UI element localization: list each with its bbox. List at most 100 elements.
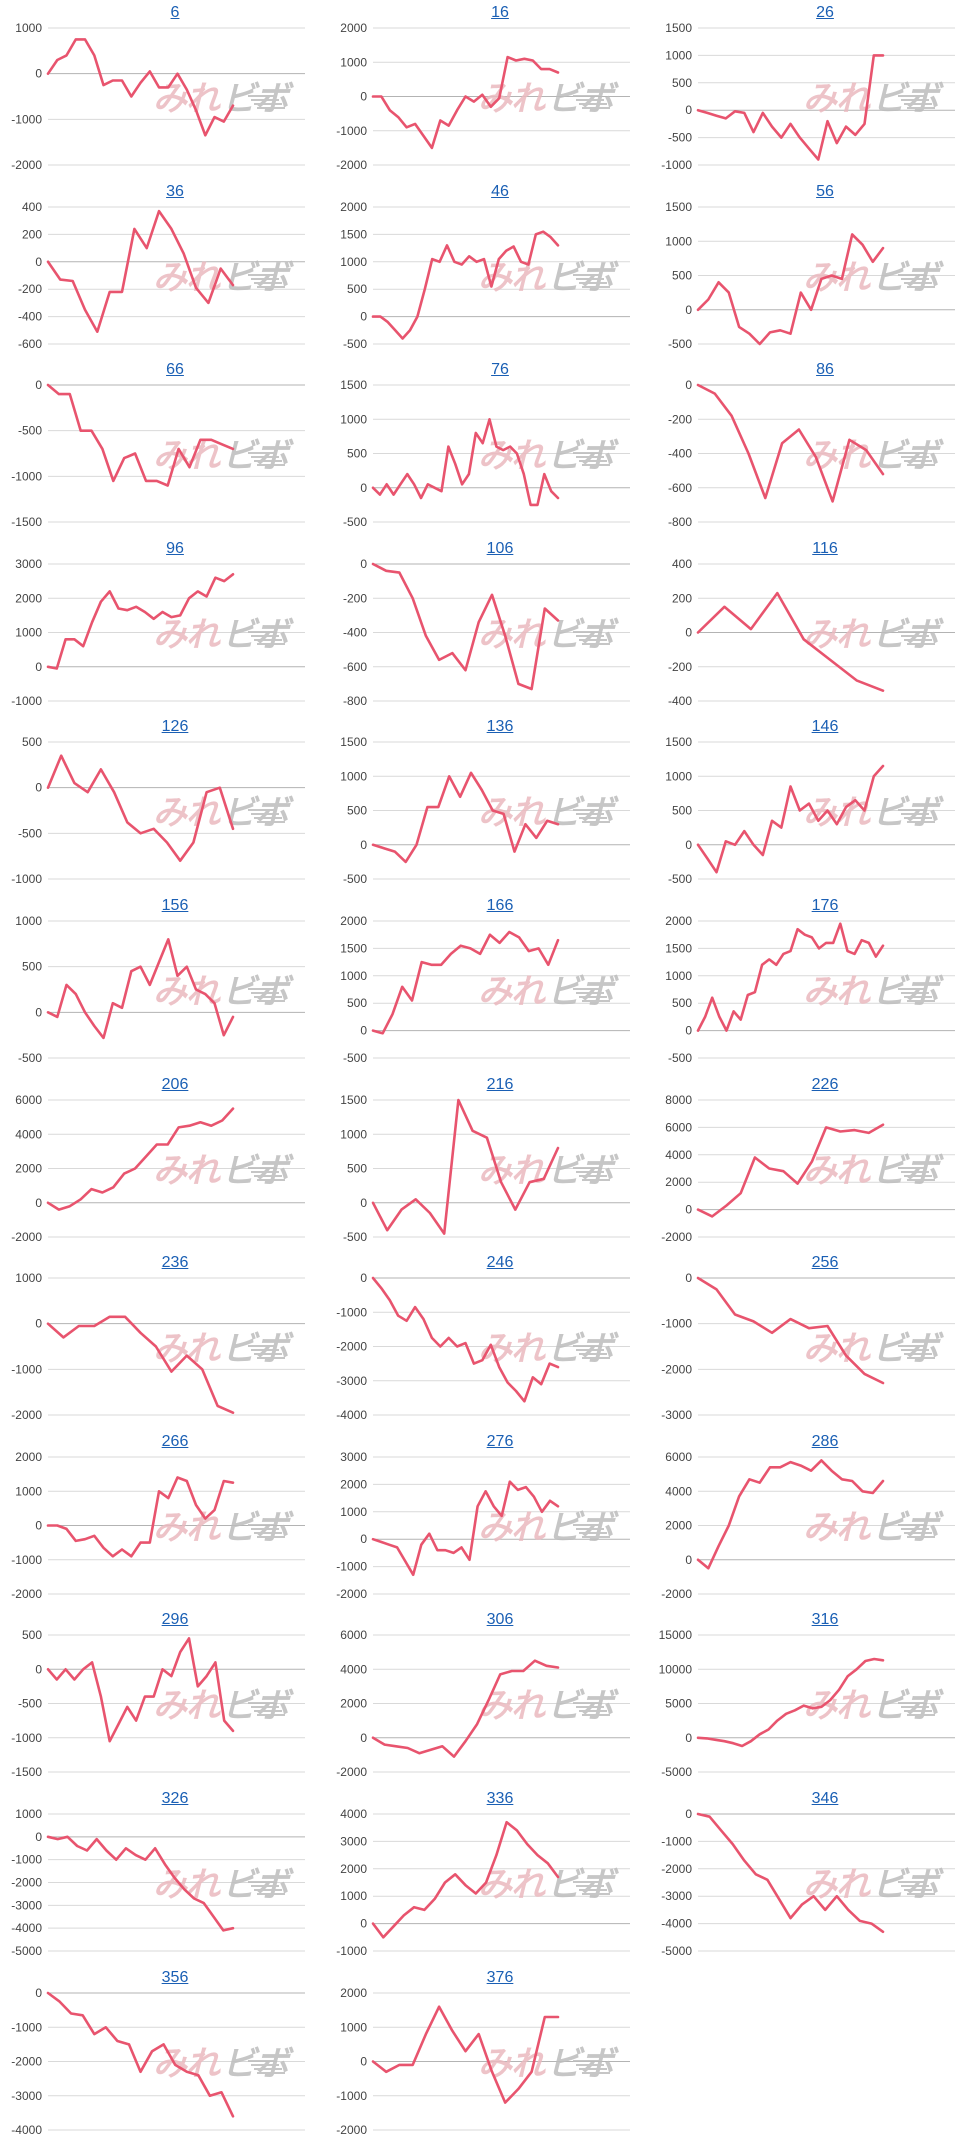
chart-title-link[interactable]: 156 xyxy=(161,897,189,914)
y-tick-label: 6000 xyxy=(15,1093,42,1107)
chart-title-link[interactable]: 356 xyxy=(161,1968,189,1986)
data-point xyxy=(547,1862,549,1865)
data-point xyxy=(440,964,442,966)
data-point xyxy=(372,1737,374,1739)
data-point xyxy=(548,1362,551,1365)
chart-title-link[interactable]: 266 xyxy=(161,1432,189,1450)
data-point xyxy=(557,939,559,941)
y-tick-label: -2000 xyxy=(661,1587,692,1601)
chart-title-link[interactable]: 136 xyxy=(486,718,514,736)
data-point xyxy=(395,1745,397,1748)
data-point xyxy=(415,844,418,846)
chart-title-link[interactable]: 326 xyxy=(161,1790,189,1807)
chart-title-link[interactable]: 316 xyxy=(811,1611,839,1629)
y-tick-label: 1000 xyxy=(340,55,367,69)
chart-title-link[interactable]: 336 xyxy=(486,1790,514,1807)
line-chart: 6000 4000 2000 0 -2000 みれビボ xyxy=(11,1093,305,1244)
data-point xyxy=(212,1916,215,1918)
chart-title-link[interactable]: 16 xyxy=(491,4,509,21)
chart-title-link[interactable]: 296 xyxy=(161,1611,189,1629)
data-point xyxy=(831,500,834,503)
data-point xyxy=(221,1119,223,1121)
data-point xyxy=(495,1854,498,1856)
y-tick-label: 3000 xyxy=(340,1450,367,1464)
data-point xyxy=(73,1679,76,1681)
data-point xyxy=(79,430,82,432)
chart-title-link[interactable]: 66 xyxy=(166,361,184,379)
data-point xyxy=(170,1370,173,1373)
chart-title-link[interactable]: 46 xyxy=(491,182,509,200)
data-point xyxy=(113,791,115,794)
data-point xyxy=(193,1897,195,1900)
chart-title-link[interactable]: 116 xyxy=(812,539,838,557)
y-tick-label: 500 xyxy=(672,996,692,1010)
data-point xyxy=(490,106,492,108)
data-point xyxy=(47,1836,49,1838)
data-point xyxy=(500,1514,503,1517)
chart-title-link[interactable]: 26 xyxy=(816,4,834,21)
series-line xyxy=(371,229,560,340)
data-point xyxy=(535,837,538,840)
line-chart: 0 -1000 -2000 -3000 みれビボ xyxy=(661,1271,955,1422)
chart-title-link[interactable]: 86 xyxy=(816,361,834,379)
chart-title-link[interactable]: 236 xyxy=(161,1254,189,1272)
data-point xyxy=(730,415,733,417)
y-tick-label: 4000 xyxy=(665,1484,692,1498)
data-point xyxy=(517,1488,519,1491)
watermark-logo: みれビボ xyxy=(153,794,295,832)
chart-title-link[interactable]: 106 xyxy=(486,539,514,557)
data-point xyxy=(697,384,699,386)
data-point xyxy=(452,1551,455,1554)
data-point xyxy=(500,1180,502,1183)
data-point xyxy=(437,806,440,809)
data-point xyxy=(861,243,864,246)
line-chart: 2000 1000 0 -1000 -2000 みれビボ xyxy=(336,21,630,172)
chart-title-link[interactable]: 206 xyxy=(161,1075,189,1093)
y-tick-label: -1000 xyxy=(11,1363,42,1377)
series-line xyxy=(371,1480,560,1576)
chart-title-link[interactable]: 276 xyxy=(486,1432,514,1450)
data-point xyxy=(135,1720,137,1722)
data-point xyxy=(177,1126,180,1128)
data-point xyxy=(549,1499,551,1502)
data-point xyxy=(123,457,125,460)
chart-title-link[interactable]: 256 xyxy=(811,1254,839,1272)
y-tick-label: 6000 xyxy=(665,1450,692,1464)
chart-title-link[interactable]: 246 xyxy=(486,1254,514,1272)
chart-title-link[interactable]: 176 xyxy=(811,897,839,914)
chart-title-link[interactable]: 346 xyxy=(811,1790,839,1807)
data-point xyxy=(47,384,49,386)
chart-title-link[interactable]: 216 xyxy=(486,1075,514,1093)
chart-title-link[interactable]: 376 xyxy=(486,1968,514,1986)
chart-panel: 16 2000 1000 0 -1000 -2000 みれビボ xyxy=(325,0,643,172)
y-tick-label: 4000 xyxy=(665,1147,692,1161)
data-point xyxy=(47,1201,49,1204)
data-point xyxy=(468,255,470,257)
chart-title-link[interactable]: 56 xyxy=(816,182,834,200)
data-point xyxy=(747,452,750,455)
y-tick-label: 2000 xyxy=(340,914,367,928)
chart-title-link[interactable]: 146 xyxy=(811,718,839,736)
y-tick-label: 500 xyxy=(347,996,367,1010)
data-point xyxy=(468,473,470,476)
y-tick-label: 0 xyxy=(360,481,367,495)
chart-title-link[interactable]: 286 xyxy=(811,1432,839,1450)
chart-title-link[interactable]: 36 xyxy=(166,182,184,200)
chart-title-link[interactable]: 126 xyxy=(161,718,189,736)
data-point xyxy=(125,1847,127,1850)
data-point xyxy=(416,315,419,317)
chart-title-link[interactable]: 306 xyxy=(486,1611,514,1629)
data-point xyxy=(829,1699,831,1702)
data-point xyxy=(75,993,77,995)
y-tick-label: 1000 xyxy=(340,770,367,784)
chart-title-link[interactable]: 6 xyxy=(170,4,180,21)
chart-title-link[interactable]: 166 xyxy=(486,897,514,914)
data-point xyxy=(60,755,62,757)
watermark-logo: みれビボ xyxy=(153,80,295,118)
chart-title-link[interactable]: 96 xyxy=(166,539,184,557)
chart-title-link[interactable]: 226 xyxy=(811,1075,839,1093)
chart-title-link[interactable]: 76 xyxy=(491,361,509,379)
y-tick-label: -1500 xyxy=(11,1765,42,1779)
y-tick-label: -1000 xyxy=(336,1559,367,1573)
y-tick-label: 1000 xyxy=(340,412,367,426)
